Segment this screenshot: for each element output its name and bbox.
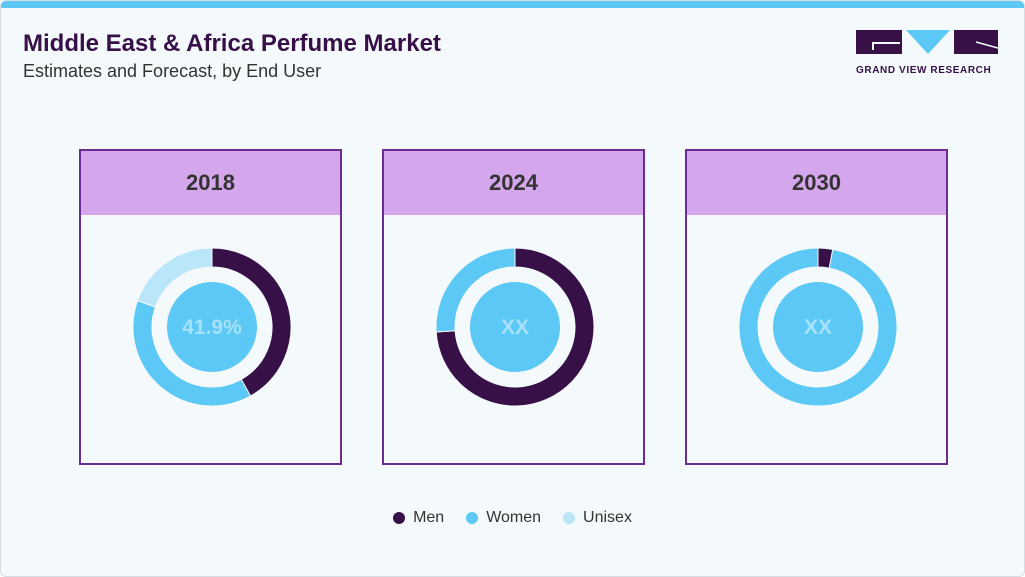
legend-label: Women: [486, 509, 542, 526]
legend-item-unisex: Unisex: [563, 509, 632, 527]
chart-title: Middle East & Africa Perfume Market: [23, 30, 441, 57]
center-label: XX: [501, 316, 529, 339]
donut-segment-women: [435, 247, 516, 333]
top-accent-bar: [1, 1, 1024, 8]
logo-text: GRAND VIEW RESEARCH: [856, 65, 992, 76]
gvr-logo-icon: [856, 30, 999, 54]
donut-chart: XX: [435, 247, 595, 407]
donut-segment-men: [435, 247, 595, 407]
panel-2018: 2018 41.9%: [79, 149, 342, 465]
donut-segment-women: [738, 247, 898, 407]
donut-center: [167, 282, 257, 372]
center-label: 41.9%: [182, 316, 242, 339]
panel-2030: 2030 XX: [685, 149, 948, 465]
panel-2024: 2024 XX: [382, 149, 645, 465]
donut-center: [470, 282, 560, 372]
legend-item-women: Women: [466, 509, 541, 527]
donut-chart: XX: [738, 247, 898, 407]
legend-dot-women: [466, 512, 479, 524]
legend-label: Men: [413, 509, 445, 526]
legend-dot-men: [393, 512, 406, 524]
grand-view-research-logo: GRAND VIEW RESEARCH: [856, 30, 999, 76]
donut-center: [773, 282, 863, 372]
center-label: XX: [804, 316, 832, 339]
legend: Men Women Unisex: [1, 509, 1024, 527]
donut-segment-unisex: [136, 247, 213, 308]
chart-subtitle: Estimates and Forecast, by End User: [23, 61, 322, 81]
legend-label: Unisex: [583, 509, 632, 526]
panel-year: 2018: [81, 151, 340, 215]
panel-year: 2024: [384, 151, 643, 215]
legend-dot-unisex: [563, 512, 576, 524]
legend-item-men: Men: [393, 509, 444, 527]
donut-chart: 41.9%: [132, 247, 292, 407]
panel-year: 2030: [687, 151, 946, 215]
